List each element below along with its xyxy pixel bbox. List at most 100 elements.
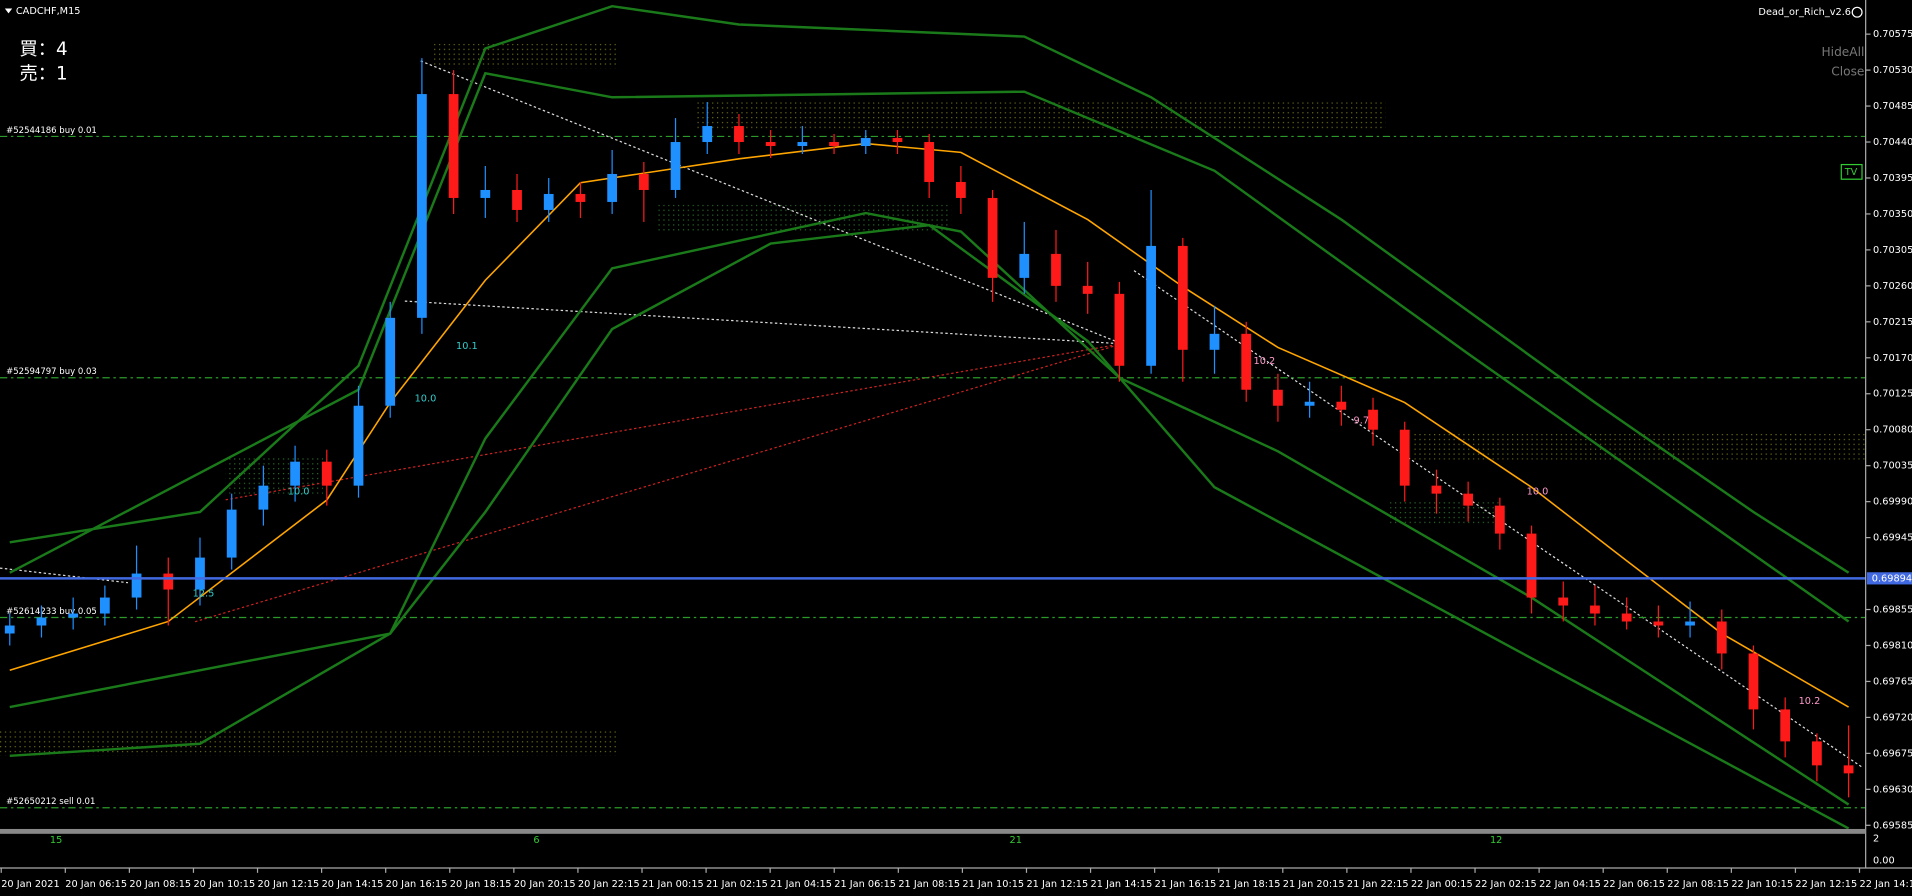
candle-body (448, 94, 459, 198)
price-tick-label: 0.69630 (1873, 784, 1912, 795)
candle-body (987, 197, 998, 278)
candle-body (1780, 709, 1791, 742)
order-label: #52614233 buy 0.05 (6, 607, 97, 617)
tv-button-box[interactable] (1840, 163, 1863, 180)
candle-body (956, 181, 966, 198)
price-tick-label: 0.70080 (1873, 425, 1912, 436)
time-label: 20 Jan 10:15 (193, 879, 255, 890)
zone (0, 728, 619, 756)
menu-arrow[interactable] (4, 8, 13, 14)
price-tick-label: 0.70575 (1873, 29, 1912, 40)
price-axis-bg (1865, 0, 1912, 896)
price-tick-label: 0.70530 (1873, 65, 1912, 76)
candle-body (1304, 401, 1315, 406)
indicator-line (9, 142, 1849, 708)
candle-body (892, 138, 903, 143)
candle-body (1177, 245, 1188, 350)
time-label: 21 Jan 16:15 (1155, 879, 1217, 890)
candle-body (321, 461, 332, 486)
zone (225, 457, 324, 494)
price-tick-label: 0.69945 (1873, 533, 1912, 544)
trend-line (194, 343, 1123, 623)
time-label: 20 Jan 20:15 (514, 879, 576, 890)
trade-annotation: 10.2 (1254, 356, 1276, 367)
trend-line (420, 60, 1123, 345)
order-label: #52544186 buy 0.01 (6, 126, 97, 136)
time-label: 21 Jan 00:15 (642, 879, 704, 890)
time-label: 20 Jan 18:15 (450, 879, 512, 890)
candle-body (829, 142, 839, 147)
time-label: 22 Jan 14:15 (1860, 879, 1912, 890)
candle-body (163, 573, 174, 590)
candle-body (734, 126, 744, 143)
candle-body (290, 461, 300, 486)
indicator-line (9, 211, 1850, 806)
candle-body (417, 94, 427, 318)
expert-icon (1851, 6, 1863, 18)
candle-body (1146, 245, 1156, 366)
trade-annotation: 10.0 (415, 394, 437, 405)
candle-body (1082, 285, 1093, 294)
hide-all-button[interactable]: HideAll (1822, 45, 1865, 59)
price-tick-label: 0.70170 (1873, 353, 1912, 364)
candle-body (702, 126, 713, 143)
close-button[interactable]: Close (1831, 64, 1864, 78)
current-price-label: 0.69894 (1872, 573, 1912, 584)
price-tick-label: 0.70305 (1873, 245, 1912, 256)
candle-body (797, 142, 808, 147)
candle-body (1051, 253, 1061, 286)
candle-body (670, 142, 681, 190)
candle-body (1209, 333, 1220, 350)
price-tick-label: 0.70485 (1873, 101, 1912, 112)
subwindow-label: 15 (50, 835, 62, 846)
price-tick-label: 0.69855 (1873, 605, 1912, 616)
plot-area: #52544186 buy 0.01 #52594797 buy 0.03 #526… (0, 4, 1866, 830)
subwindow-label: 21 (1010, 835, 1022, 846)
current-price-box (1866, 572, 1912, 585)
candle-body (1685, 621, 1695, 626)
candle-body (1273, 389, 1283, 406)
trade-annotation: 10.0 (1527, 486, 1549, 497)
candle-body (1399, 429, 1410, 486)
sell-count: 売：1 (20, 63, 68, 84)
candle-body (4, 625, 15, 634)
time-label: 21 Jan 10:15 (962, 879, 1024, 890)
candle-body (1494, 505, 1505, 534)
overlay: 0.70575 0.70530 0.70485 0.70440 0.70395 0.703… (0, 29, 1912, 890)
indicator-line (9, 4, 1850, 574)
candle-body (607, 173, 618, 202)
candle-body (512, 189, 522, 210)
time-label: 21 Jan 18:15 (1219, 879, 1281, 890)
tv-button[interactable]: TV (1844, 167, 1858, 178)
time-label: 22 Jan 10:15 (1731, 879, 1793, 890)
candle-body (1653, 621, 1664, 626)
candle-body (385, 317, 396, 406)
subwindow-label: 12 (1490, 835, 1502, 846)
candle-body (1748, 653, 1759, 710)
trade-annotation: 10.0 (288, 486, 310, 497)
time-label: 22 Jan 06:15 (1603, 879, 1665, 890)
subwindow-axis-label: 0.00 (1873, 856, 1895, 867)
time-label: 20 Jan 12:15 (258, 879, 320, 890)
symbol: CADCHF,M15 (16, 6, 81, 17)
price-tick-label: 0.69585 (1873, 820, 1912, 831)
candle-body (1621, 613, 1632, 622)
time-label: 21 Jan 02:15 (706, 879, 768, 890)
time-label: 22 Jan 00:15 (1411, 879, 1473, 890)
price-tick-label: 0.70350 (1873, 209, 1912, 220)
subwindow-axis-label: 2 (1873, 834, 1879, 845)
time-label: 21 Jan 06:15 (834, 879, 896, 890)
candle-body (924, 142, 935, 182)
candle-body (195, 557, 205, 590)
candle-body (575, 193, 586, 202)
time-label: 21 Jan 08:15 (898, 879, 960, 890)
order-label: #52650212 sell 0.01 (6, 797, 95, 807)
trade-annotation: 10.2 (1799, 696, 1821, 707)
price-tick-label: 0.69720 (1873, 712, 1912, 723)
price-tick-label: 0.70125 (1873, 389, 1912, 400)
candle-body (1590, 605, 1600, 614)
price-tick-label: 0.70440 (1873, 137, 1912, 148)
time-label: 21 Jan 14:15 (1091, 879, 1153, 890)
candle-body (131, 573, 142, 598)
